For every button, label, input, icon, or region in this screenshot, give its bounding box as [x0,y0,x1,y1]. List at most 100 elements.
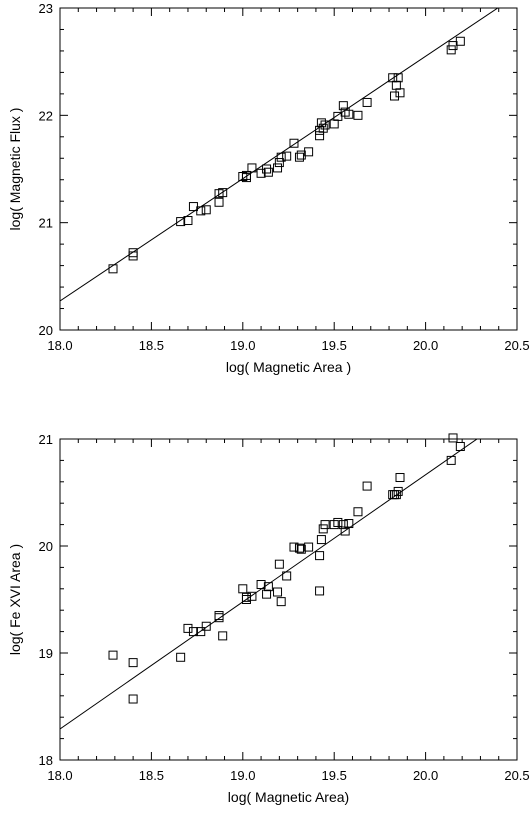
data-point [455,36,465,46]
data-point [344,519,354,529]
data-point [296,150,306,160]
data-point [108,264,118,274]
data-point [183,216,193,226]
data-point [315,131,325,141]
chart-panel-fe-xvi-area: 18.0 18.5 19.0 19.5 20.0 20.5 18 19 20 21 log( Mag… [7,432,530,805]
data-point [362,481,372,491]
data-point [273,163,283,173]
data-point [218,631,228,641]
data-point [395,88,405,98]
data-point [289,542,299,552]
x-tick-label: 20.5 [504,338,529,353]
data-point [320,520,330,530]
fit-line [60,8,499,302]
plot-frame [59,7,518,331]
data-point [218,188,228,198]
x-tick-label: 18.0 [47,338,72,353]
data-point [176,217,186,227]
data-point [282,151,292,161]
data-point [395,473,405,483]
plot-frame [59,438,518,761]
data-point [128,658,138,668]
data-point [214,613,224,623]
x-axis-label: log( Magnetic Area) [228,789,349,805]
data-point [241,173,251,183]
y-tick-label: 23 [39,1,53,16]
data-point [448,433,458,443]
data-point [256,580,266,590]
y-tick-label: 20 [39,323,53,338]
x-tick-label: 19.0 [230,768,255,783]
x-tick-label: 18.0 [47,768,72,783]
x-tick-label: 19.0 [230,338,255,353]
x-tick-label: 18.5 [139,768,164,783]
data-point [320,120,330,130]
data-point [108,650,118,660]
data-point [214,197,224,207]
data-point [188,627,198,637]
y-tick-label: 22 [39,108,53,123]
data-point [315,551,325,561]
data-point [353,110,363,120]
fit-line [60,439,478,730]
data-point [196,627,206,637]
x-tick-label: 20.0 [413,338,438,353]
data-point [455,441,465,451]
data-point [391,80,401,90]
y-tick-label: 21 [39,432,53,447]
data-point [176,652,186,662]
x-axis-label: log( Magnetic Area ) [226,359,351,375]
data-point [263,167,273,177]
data-point [128,694,138,704]
data-point [247,163,257,173]
y-axis-label: log( Magnetic Flux ) [7,108,23,231]
data-point [128,251,138,261]
data-point [329,119,339,129]
data-point [344,109,354,119]
data-point [304,542,314,552]
data-point [318,123,328,133]
y-axis-label: log( Fe XVI Area ) [7,544,23,655]
data-point [282,571,292,581]
data-point [241,592,251,602]
data-point [262,589,272,599]
data-point [333,517,343,527]
data-point [304,147,314,157]
data-point [294,543,304,553]
y-tick-label: 18 [39,753,53,768]
data-point [316,535,326,545]
data-point [338,101,348,111]
data-point [446,455,456,465]
data-point [263,582,273,592]
data-point [393,73,403,83]
data-point [353,507,363,517]
data-point [276,152,286,162]
x-tick-label: 19.5 [322,338,347,353]
data-point [276,597,286,607]
y-tick-label: 21 [39,216,53,231]
data-point [289,138,299,148]
data-point [273,587,283,597]
data-point [183,623,193,633]
y-tick-label: 20 [39,539,53,554]
chart-panel-magnetic-flux: 18.0 18.5 19.0 19.5 20.0 20.5 20 21 22 23 log( Mag… [7,1,530,375]
data-point [393,486,403,496]
data-point [362,97,372,107]
x-tick-label: 18.5 [139,338,164,353]
data-point [274,158,284,168]
data-point [390,91,400,101]
data-point [315,586,325,596]
data-point [294,152,304,162]
x-tick-label: 19.5 [322,768,347,783]
x-tick-label: 20.0 [413,768,438,783]
data-point [391,490,401,500]
y-tick-label: 19 [39,646,53,661]
data-point [338,520,348,530]
data-point [238,584,248,594]
data-point [274,559,284,569]
data-point [201,621,211,631]
data-point [247,591,257,601]
data-point [196,206,206,216]
x-tick-label: 20.5 [504,768,529,783]
